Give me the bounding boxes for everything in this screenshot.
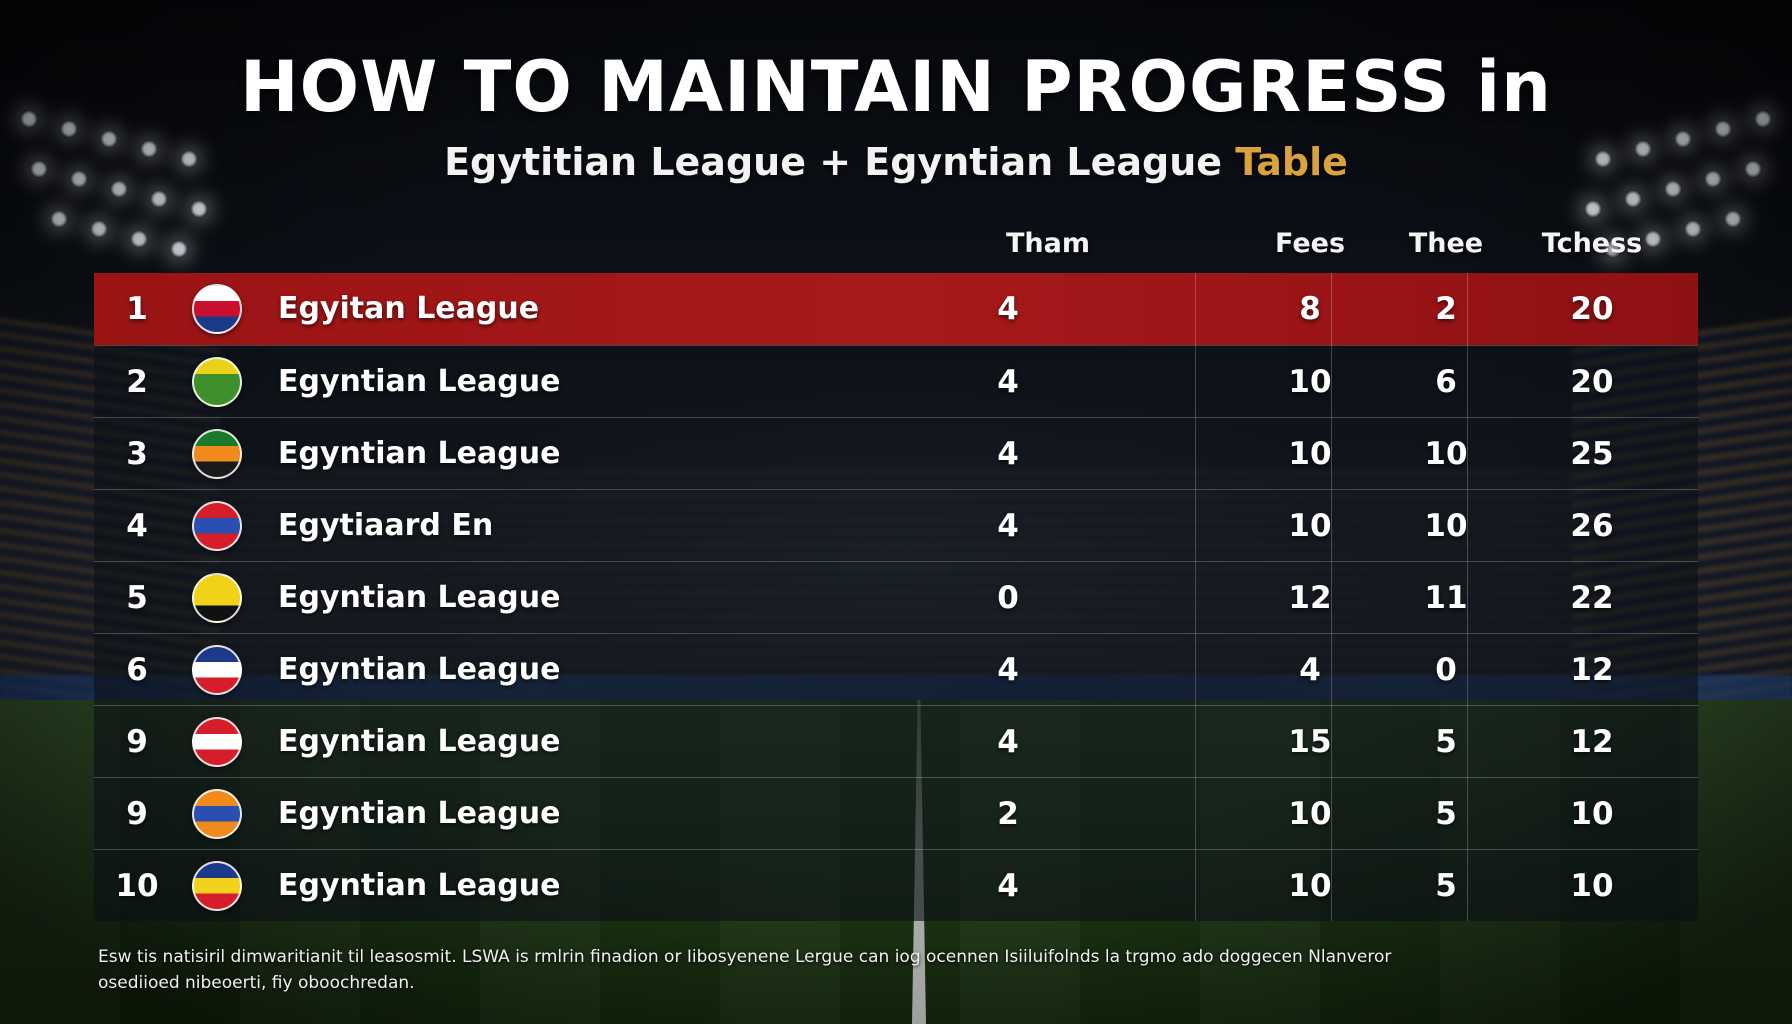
- team-name-cell: Egyntian League: [278, 724, 561, 759]
- tham-cell: 4: [997, 508, 1019, 544]
- team-badge-icon: [192, 284, 242, 334]
- team-name-cell: Egytiaard En: [278, 508, 494, 543]
- subtitle-accent: Table: [1235, 140, 1348, 184]
- table-row-highlighted: 1 Egyitan League 4 8 2 20: [94, 273, 1698, 345]
- column-divider: [1195, 273, 1196, 921]
- position-cell: 4: [126, 508, 148, 544]
- team-badge-icon: [192, 429, 242, 479]
- fees-cell: 10: [1288, 796, 1332, 832]
- team-name-cell: Egyntian League: [278, 868, 561, 903]
- tham-cell: 2: [997, 796, 1019, 832]
- thee-cell: 0: [1435, 652, 1457, 688]
- table-row: 4 Egytiaard En 4 10 10 26: [94, 489, 1698, 561]
- tchess-cell: 12: [1570, 652, 1614, 688]
- fees-cell: 4: [1299, 652, 1321, 688]
- table-row: 3 Egyntian League 4 10 10 25: [94, 417, 1698, 489]
- tchess-cell: 25: [1570, 436, 1614, 472]
- fees-cell: 10: [1288, 364, 1332, 400]
- team-name-cell: Egyntian League: [278, 436, 561, 471]
- team-name-cell: Egyntian League: [278, 580, 561, 615]
- column-header-tham: Tham: [1006, 228, 1090, 259]
- tham-cell: 4: [997, 652, 1019, 688]
- thee-cell: 10: [1424, 436, 1468, 472]
- position-cell: 6: [126, 652, 148, 688]
- column-divider: [1467, 273, 1468, 921]
- fees-cell: 8: [1299, 291, 1321, 327]
- fees-cell: 10: [1288, 436, 1332, 472]
- tham-cell: 0: [997, 580, 1019, 616]
- team-name-cell: Egyntian League: [278, 652, 561, 687]
- thee-cell: 2: [1435, 291, 1457, 327]
- thee-cell: 5: [1435, 796, 1457, 832]
- column-header-thee: Thee: [1408, 228, 1484, 259]
- position-cell: 2: [126, 364, 148, 400]
- team-badge-icon: [192, 357, 242, 407]
- footer-line-1: Esw tis natisiril dimwaritianit til leas…: [98, 947, 1392, 967]
- fees-cell: 10: [1288, 508, 1332, 544]
- table-row: 5 Egyntian League 0 12 11 22: [94, 561, 1698, 633]
- league-table: 1 Egyitan League 4 8 2 20 2 Egyntian League 4 10 6…: [94, 273, 1698, 921]
- footer-note: Esw tis natisiril dimwaritianit til leas…: [98, 944, 1698, 996]
- thee-cell: 6: [1435, 364, 1457, 400]
- page-subtitle: Egytitian League + Egyntian League Table: [0, 140, 1792, 184]
- team-name-cell: Egyntian League: [278, 364, 561, 399]
- position-cell: 5: [126, 580, 148, 616]
- column-divider: [1331, 273, 1332, 921]
- table-row: 10 Egyntian League 4 10 5 10: [94, 849, 1698, 921]
- thee-cell: 10: [1424, 508, 1468, 544]
- team-name-cell: Egyitan League: [278, 291, 540, 326]
- tchess-cell: 20: [1570, 291, 1614, 327]
- column-header-tchess: Tchess: [1541, 228, 1643, 259]
- tham-cell: 4: [997, 436, 1019, 472]
- tchess-cell: 10: [1570, 796, 1614, 832]
- position-cell: 3: [126, 436, 148, 472]
- thee-cell: 5: [1435, 724, 1457, 760]
- position-cell: 1: [126, 291, 148, 327]
- fees-cell: 15: [1288, 724, 1332, 760]
- table-row: 9 Egyntian League 4 15 5 12: [94, 705, 1698, 777]
- page-title: HOW TO MAINTAIN PROGRESS in: [239, 46, 1553, 128]
- subtitle-main: Egytitian League + Egyntian League: [444, 140, 1236, 184]
- table-row: 9 Egyntian League 2 10 5 10: [94, 777, 1698, 849]
- fees-cell: 12: [1288, 580, 1332, 616]
- tchess-cell: 12: [1570, 724, 1614, 760]
- team-name-cell: Egyntian League: [278, 796, 561, 831]
- team-badge-icon: [192, 717, 242, 767]
- position-cell: 9: [126, 796, 148, 832]
- tham-cell: 4: [997, 364, 1019, 400]
- table-row: 2 Egyntian League 4 10 6 20: [94, 345, 1698, 417]
- team-badge-icon: [192, 645, 242, 695]
- team-badge-icon: [192, 501, 242, 551]
- footer-line-2: osediioed nibeoerti, fiy oboochredan.: [98, 973, 415, 993]
- tham-cell: 4: [997, 868, 1019, 904]
- tchess-cell: 22: [1570, 580, 1614, 616]
- team-badge-icon: [192, 573, 242, 623]
- fees-cell: 10: [1288, 868, 1332, 904]
- tham-cell: 4: [997, 291, 1019, 327]
- thee-cell: 11: [1424, 580, 1468, 616]
- tchess-cell: 26: [1570, 508, 1614, 544]
- column-header-fees: Fees: [1274, 228, 1346, 259]
- tchess-cell: 10: [1570, 868, 1614, 904]
- position-cell: 9: [126, 724, 148, 760]
- position-cell: 10: [115, 868, 159, 904]
- tchess-cell: 20: [1570, 364, 1614, 400]
- tham-cell: 4: [997, 724, 1019, 760]
- team-badge-icon: [192, 789, 242, 839]
- thee-cell: 5: [1435, 868, 1457, 904]
- team-badge-icon: [192, 861, 242, 911]
- table-row: 6 Egyntian League 4 4 0 12: [94, 633, 1698, 705]
